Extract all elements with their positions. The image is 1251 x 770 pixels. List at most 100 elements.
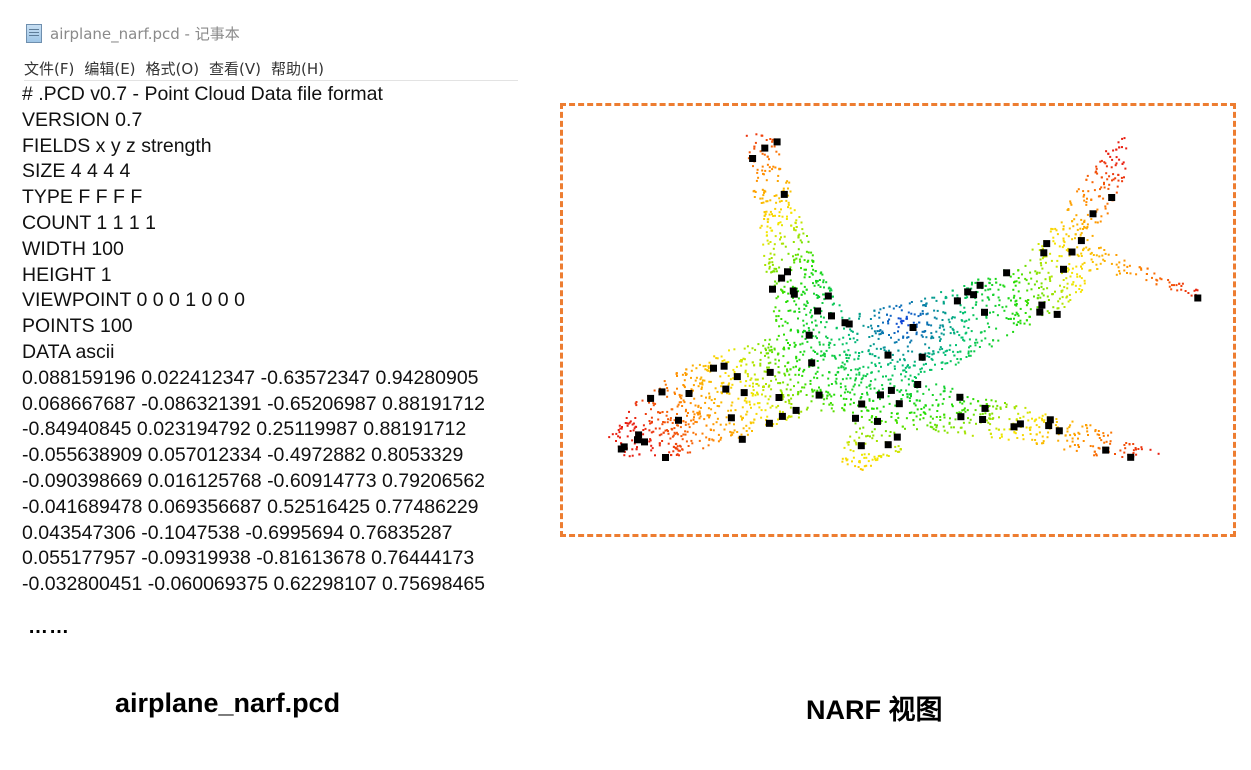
point-cloud-point <box>842 336 845 339</box>
point-cloud-point <box>1083 225 1086 228</box>
narf-keypoint <box>1040 249 1048 257</box>
point-cloud-point <box>642 433 645 436</box>
point-cloud-point <box>650 408 652 411</box>
point-cloud-point <box>802 329 805 332</box>
point-cloud-point <box>901 394 904 396</box>
point-cloud-point <box>740 364 743 367</box>
point-cloud-point <box>1121 162 1124 165</box>
point-cloud-point <box>849 337 852 340</box>
point-cloud-point <box>793 345 796 348</box>
point-cloud-point <box>732 377 735 380</box>
point-cloud-point <box>990 436 993 439</box>
point-cloud-point <box>1118 261 1121 264</box>
menu-format[interactable]: 格式(O) <box>145 59 200 78</box>
point-cloud-point <box>1085 201 1088 204</box>
point-cloud-point <box>1129 272 1132 275</box>
point-cloud-point <box>1086 174 1089 177</box>
point-cloud-point <box>934 429 937 432</box>
point-cloud-point <box>1044 278 1047 281</box>
point-cloud-point <box>1048 312 1051 314</box>
file-line: -0.032800451 -0.060069375 0.62298107 0.7… <box>22 573 486 596</box>
point-cloud-point <box>1096 268 1099 270</box>
point-cloud-point <box>767 262 770 265</box>
point-cloud-point <box>958 411 961 414</box>
point-cloud-point <box>782 355 785 358</box>
point-cloud-point <box>801 342 804 345</box>
point-cloud-point <box>782 347 785 350</box>
point-cloud-point <box>626 422 629 425</box>
point-cloud-point <box>788 344 791 347</box>
point-cloud-point <box>786 180 789 183</box>
point-cloud-point <box>795 357 798 360</box>
point-cloud-point <box>1028 315 1031 318</box>
point-cloud-point <box>638 453 641 456</box>
point-cloud-point <box>897 349 900 352</box>
point-cloud-point <box>810 251 813 254</box>
point-cloud-point <box>987 288 990 291</box>
file-line: VIEWPOINT 0 0 0 1 0 0 0 <box>22 289 245 312</box>
point-cloud-point <box>731 433 734 436</box>
point-cloud-point <box>752 389 755 392</box>
point-cloud-point <box>774 375 777 378</box>
point-cloud-point <box>835 382 838 385</box>
point-cloud-point <box>1061 302 1064 305</box>
point-cloud-point <box>874 332 877 335</box>
point-cloud-point <box>746 410 749 413</box>
point-cloud-point <box>1071 271 1074 274</box>
point-cloud-point <box>889 431 892 433</box>
point-cloud-point <box>1060 221 1063 224</box>
point-cloud-point <box>913 313 916 316</box>
point-cloud-point <box>807 259 810 262</box>
point-cloud-point <box>883 349 886 352</box>
point-cloud-point <box>822 279 825 282</box>
point-cloud-point <box>875 440 878 442</box>
point-cloud-point <box>684 372 687 374</box>
point-cloud-point <box>751 361 754 364</box>
point-cloud-point <box>1027 282 1030 285</box>
point-cloud-point <box>1004 402 1006 404</box>
point-cloud-point <box>820 271 823 274</box>
point-cloud-point <box>1118 270 1121 273</box>
point-cloud-point <box>708 395 711 398</box>
point-cloud-point <box>673 419 676 422</box>
point-cloud-point <box>1093 189 1096 192</box>
point-cloud-point <box>940 332 943 335</box>
point-cloud-point <box>767 398 770 401</box>
point-cloud-point <box>717 440 720 443</box>
point-cloud-point <box>772 423 775 426</box>
file-line: 0.088159196 0.022412347 -0.63572347 0.94… <box>22 366 479 389</box>
point-cloud-point <box>1081 222 1084 225</box>
point-cloud-point <box>1054 242 1056 245</box>
point-cloud-point <box>752 421 755 424</box>
point-cloud-point <box>889 314 892 317</box>
point-cloud-point <box>764 395 767 398</box>
point-cloud-point <box>730 409 732 412</box>
point-cloud-point <box>1155 283 1158 286</box>
text-editor[interactable]: # .PCD v0.7 - Point Cloud Data file form… <box>22 82 522 642</box>
point-cloud-point <box>830 395 833 398</box>
point-cloud-point <box>715 357 718 360</box>
point-cloud-point <box>995 407 998 410</box>
menu-edit[interactable]: 编辑(E) <box>84 59 136 78</box>
point-cloud-point <box>959 426 962 429</box>
point-cloud-point <box>901 364 904 367</box>
point-cloud-point <box>879 333 882 335</box>
point-cloud-point <box>908 411 911 414</box>
point-cloud-point <box>669 437 672 440</box>
point-cloud-point <box>756 393 759 396</box>
point-cloud-point <box>652 430 655 433</box>
menu-view[interactable]: 查看(V) <box>209 59 262 78</box>
point-cloud-point <box>931 404 934 407</box>
menu-help[interactable]: 帮助(H) <box>271 59 324 78</box>
point-cloud-point <box>703 418 706 421</box>
menu-file[interactable]: 文件(F) <box>24 59 75 78</box>
point-cloud-point <box>1124 167 1127 170</box>
point-cloud-point <box>854 377 857 380</box>
point-cloud-point <box>774 280 777 283</box>
point-cloud-point <box>984 337 987 340</box>
point-cloud-point <box>820 350 823 353</box>
point-cloud-point <box>847 357 850 360</box>
point-cloud-point <box>840 394 842 397</box>
point-cloud-point <box>692 410 695 413</box>
point-cloud-point <box>769 138 772 140</box>
